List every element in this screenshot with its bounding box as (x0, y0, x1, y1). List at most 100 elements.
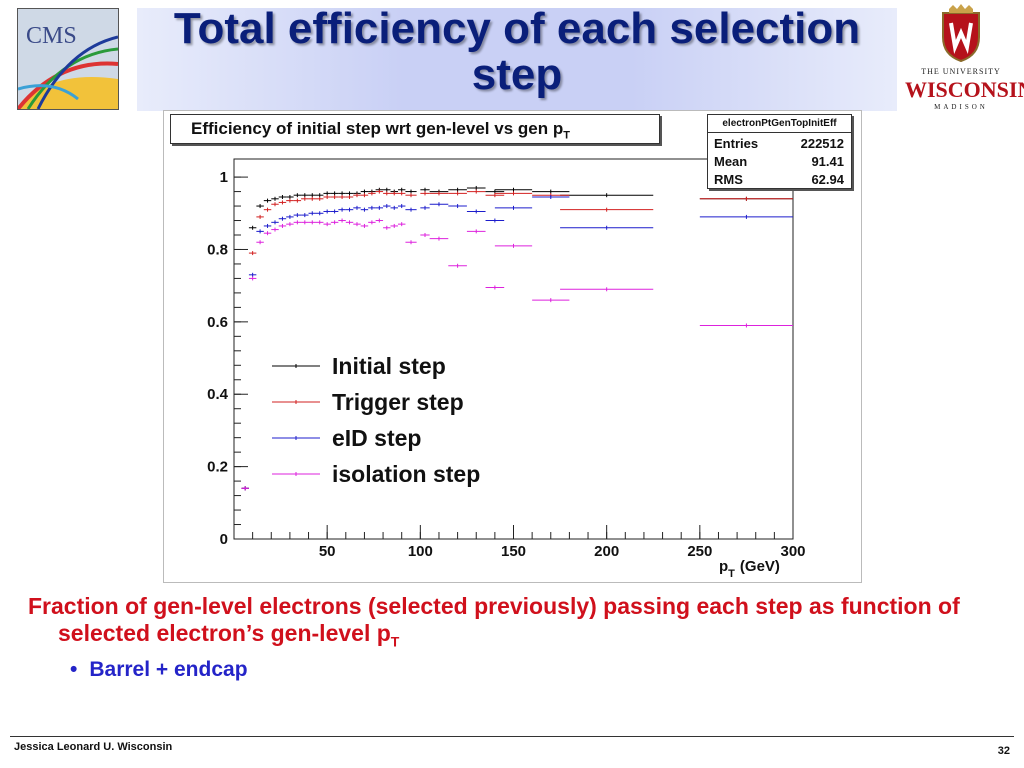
x-tick-label: 200 (594, 543, 619, 560)
data-point (420, 191, 430, 196)
data-point (383, 187, 391, 192)
data-point (494, 191, 533, 196)
data-point (286, 195, 294, 199)
data-point (301, 196, 309, 201)
efficiency-chart: 0 0.2 0.4 0.6 0.8 1 50 100 150 200 250 300 Initial … (163, 110, 862, 583)
data-point (338, 195, 346, 199)
data-point (383, 225, 391, 230)
data-point (383, 204, 391, 209)
data-point (256, 204, 264, 209)
data-point (315, 211, 324, 216)
data-point (360, 207, 369, 212)
data-point (338, 191, 346, 196)
bullet-dot-icon: • (70, 658, 78, 681)
data-point (323, 209, 331, 214)
data-point (375, 189, 384, 194)
stats-value: 62.94 (811, 172, 844, 187)
data-point (286, 214, 294, 219)
legend-entry: Trigger step (270, 389, 464, 415)
data-point (345, 191, 354, 196)
uw-logo-bottom-text: MADISON (934, 103, 988, 111)
data-point (330, 220, 339, 225)
data-point (353, 205, 361, 210)
x-tick-label: 300 (780, 543, 805, 560)
data-point (278, 195, 287, 199)
y-tick-label: 0.2 (207, 459, 228, 476)
data-point (494, 205, 533, 210)
data-point (494, 187, 533, 192)
data-point (323, 195, 331, 199)
data-point (448, 204, 467, 209)
stats-row-mean: Mean 91.41 (714, 154, 844, 172)
data-point (263, 231, 272, 236)
data-point (485, 285, 505, 290)
data-point (429, 202, 449, 207)
data-point (420, 187, 430, 192)
data-point (286, 222, 294, 227)
chart-title-box: Efficiency of initial step wrt gen-level… (170, 114, 660, 144)
data-point (248, 225, 257, 230)
data-point (293, 198, 302, 203)
legend-label: isolation step (332, 461, 480, 487)
data-point (368, 191, 376, 196)
data-point (390, 191, 398, 196)
data-point (315, 193, 324, 198)
data-point (532, 189, 570, 194)
x-axis-label: pT (GeV) (719, 558, 780, 580)
uw-crest-icon (942, 4, 980, 63)
data-point (330, 195, 339, 199)
bullet-item: • Barrel + endcap (70, 658, 248, 682)
data-point (338, 218, 346, 223)
data-point (286, 198, 294, 203)
stats-label: Mean (714, 154, 748, 169)
cms-logo-text: CMS (26, 23, 77, 49)
data-point (293, 220, 302, 225)
data-point (390, 205, 398, 210)
chart-series (241, 185, 793, 491)
x-tick-label: 50 (319, 543, 336, 560)
data-point (271, 196, 279, 201)
data-point (375, 218, 384, 223)
bullet-text: Barrel + endcap (89, 658, 248, 681)
stats-value: 222512 (800, 136, 844, 151)
data-point (353, 222, 361, 227)
data-point (330, 209, 339, 214)
uw-logo-name: WISCONSIN (905, 77, 1024, 102)
page-number: 32 (997, 745, 1010, 757)
data-point (466, 189, 486, 194)
data-point (308, 211, 316, 216)
series-isolation-step (241, 218, 793, 491)
data-point (293, 213, 302, 218)
stats-label: RMS (714, 172, 743, 187)
data-point (271, 227, 279, 232)
data-point (278, 216, 287, 221)
footer-divider (10, 736, 1014, 737)
data-point (390, 223, 398, 228)
data-point (383, 191, 391, 196)
data-point (256, 214, 264, 219)
data-point (360, 223, 369, 228)
data-point (368, 220, 376, 225)
data-point (301, 193, 309, 198)
data-point (368, 205, 376, 210)
data-point (256, 229, 264, 234)
stats-value: 91.41 (811, 154, 844, 169)
data-point (353, 193, 361, 198)
data-point (271, 220, 279, 225)
x-tick-label: 250 (687, 543, 712, 560)
footer-author: Jessica Leonard U. Wisconsin (14, 741, 173, 753)
data-point (485, 218, 505, 223)
data-point (466, 209, 486, 214)
data-point (301, 220, 309, 225)
data-point (308, 193, 316, 198)
data-point (466, 185, 486, 190)
data-point (263, 198, 272, 203)
y-tick-label: 0 (220, 531, 228, 548)
x-tick-label: 150 (501, 543, 526, 560)
data-point (360, 193, 369, 198)
data-point (308, 220, 316, 225)
data-point (263, 207, 272, 212)
data-point (248, 251, 257, 256)
